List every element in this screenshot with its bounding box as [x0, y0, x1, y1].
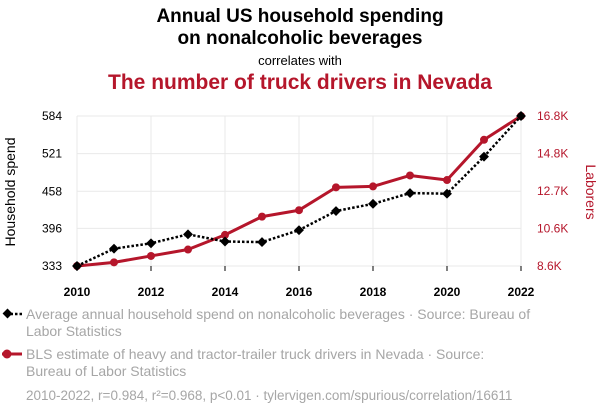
spend-point — [183, 229, 193, 240]
legend-swatch-trucks-marker — [2, 349, 12, 359]
chart-title-line-2: on nonalcoholic beverages — [178, 28, 423, 49]
correlates-with-label: correlates with — [258, 53, 342, 68]
spend-point — [146, 238, 156, 249]
series-spend — [72, 111, 526, 271]
y-left-tick-label: 458 — [42, 184, 62, 198]
spend-point — [220, 236, 230, 247]
x-tick-label: 2014 — [212, 285, 239, 299]
y-axis-right-ticks: 8.6K 10.6K 12.7K 14.8K 16.8K — [537, 109, 568, 273]
truck-drivers-point — [369, 182, 377, 191]
y-left-tick-label: 584 — [42, 109, 62, 123]
x-tick-label: 2010 — [64, 285, 91, 299]
truck-drivers-point — [480, 135, 488, 144]
y-right-tick-label: 16.8K — [537, 109, 568, 123]
spend-point — [516, 111, 526, 121]
spend-point — [368, 198, 378, 209]
series-layer — [72, 111, 526, 271]
footer-stats: 2010-2022, r=0.984, r²=0.968, p<0.01 · t… — [26, 388, 512, 403]
x-tick-label: 2020 — [434, 285, 461, 299]
chart-subtitle: The number of truck drivers in Nevada — [108, 71, 492, 94]
legend-label-truck-drivers: BLS estimate of heavy and tractor-traile… — [26, 346, 488, 379]
truck-drivers-point — [332, 183, 340, 192]
truck-drivers-point — [443, 176, 451, 185]
spend-point — [257, 237, 267, 248]
truck-drivers-point — [184, 245, 192, 254]
y-right-tick-label: 12.7K — [537, 184, 568, 198]
legend-item-spend: Average annual household spend on nonalc… — [2, 306, 534, 339]
spend-point — [405, 188, 415, 199]
truck-drivers-point — [295, 206, 303, 215]
legend-label-spend: Average annual household spend on nonalc… — [26, 306, 534, 339]
x-tick-label: 2022 — [508, 285, 535, 299]
y-axis-left-title: Household spend — [2, 138, 18, 247]
truck-drivers-point — [221, 230, 229, 239]
spend-point — [331, 206, 341, 216]
legend-item-truck-drivers: BLS estimate of heavy and tractor-traile… — [2, 346, 488, 379]
spend-point — [294, 225, 304, 236]
y-axis-left-ticks: 333 396 458 521 584 — [42, 109, 62, 273]
y-right-tick-label: 10.6K — [537, 222, 568, 236]
spend-point — [109, 243, 119, 254]
x-axis-ticks: 2010 2012 2014 2016 2018 2020 2022 — [64, 266, 535, 299]
y-left-tick-label: 396 — [42, 221, 62, 235]
truck-drivers-point — [258, 212, 266, 221]
y-right-tick-label: 14.8K — [537, 147, 568, 161]
x-tick-label: 2018 — [360, 285, 387, 299]
truck-drivers-point — [147, 251, 155, 260]
x-tick-label: 2012 — [138, 285, 165, 299]
y-axis-right-title: Laborers — [583, 164, 599, 219]
spend-point — [72, 261, 82, 271]
legend: Average annual household spend on nonalc… — [2, 306, 534, 379]
truck-drivers-point — [110, 258, 118, 267]
gridlines — [76, 115, 522, 267]
spend-point — [479, 151, 489, 162]
y-left-tick-label: 521 — [42, 147, 62, 161]
x-tick-label: 2016 — [286, 285, 313, 299]
y-right-tick-label: 8.6K — [537, 259, 562, 273]
legend-swatch-spend-marker — [2, 308, 13, 319]
chart-title-line-1: Annual US household spending — [156, 6, 443, 27]
y-left-tick-label: 333 — [42, 259, 62, 273]
truck-drivers-point — [406, 171, 414, 180]
spend-point — [442, 188, 452, 199]
